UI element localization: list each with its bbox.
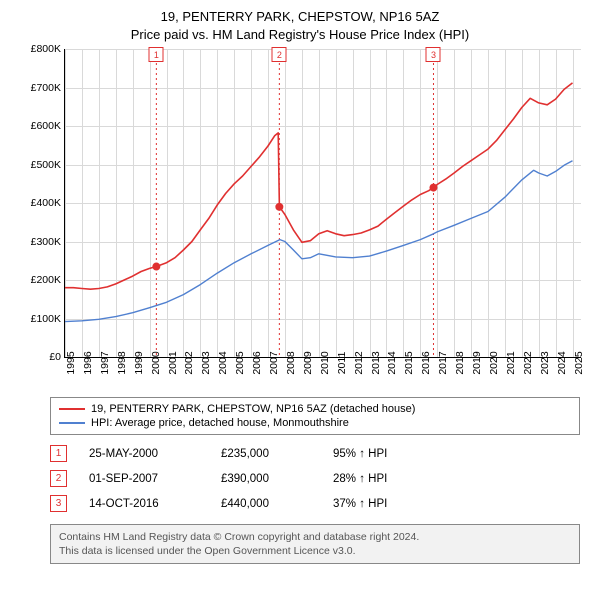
- marker-price: £440,000: [221, 498, 311, 510]
- marker-row: 1 25-MAY-2000 £235,000 95% ↑ HPI: [50, 441, 580, 466]
- chart-title: 19, PENTERRY PARK, CHEPSTOW, NP16 5AZ Pr…: [10, 8, 590, 43]
- plot-area: £0£100K£200K£300K£400K£500K£600K£700K£80…: [64, 49, 581, 358]
- y-tick-label: £0: [49, 351, 61, 363]
- marker-row: 3 14-OCT-2016 £440,000 37% ↑ HPI: [50, 491, 580, 516]
- marker-flag: 2: [272, 47, 287, 62]
- license-line-2: This data is licensed under the Open Gov…: [59, 544, 571, 558]
- license-line-1: Contains HM Land Registry data © Crown c…: [59, 530, 571, 544]
- legend-row: HPI: Average price, detached house, Monm…: [59, 416, 571, 430]
- legend-label: HPI: Average price, detached house, Monm…: [91, 417, 349, 429]
- marker-hpi: 95% ↑ HPI: [333, 448, 433, 460]
- marker-row: 2 01-SEP-2007 £390,000 28% ↑ HPI: [50, 466, 580, 491]
- series-hpi: [65, 161, 573, 322]
- chart-svg: [65, 49, 581, 357]
- marker-badge: 2: [50, 470, 67, 487]
- marker-hpi: 37% ↑ HPI: [333, 498, 433, 510]
- marker-date: 01-SEP-2007: [89, 473, 199, 485]
- y-tick-label: £400K: [31, 197, 61, 209]
- marker-hpi: 28% ↑ HPI: [333, 473, 433, 485]
- title-line-1: 19, PENTERRY PARK, CHEPSTOW, NP16 5AZ: [10, 8, 590, 26]
- legend-row: 19, PENTERRY PARK, CHEPSTOW, NP16 5AZ (d…: [59, 402, 571, 416]
- series-property: [65, 83, 573, 289]
- marker-flag: 3: [426, 47, 441, 62]
- marker-table: 1 25-MAY-2000 £235,000 95% ↑ HPI 2 01-SEP-200…: [50, 441, 580, 516]
- marker-badge: 3: [50, 495, 67, 512]
- marker-date: 25-MAY-2000: [89, 448, 199, 460]
- y-tick-label: £700K: [31, 82, 61, 94]
- y-tick-label: £200K: [31, 274, 61, 286]
- legend-swatch: [59, 422, 85, 424]
- title-line-2: Price paid vs. HM Land Registry's House …: [10, 26, 590, 44]
- y-tick-label: £300K: [31, 236, 61, 248]
- y-tick-label: £500K: [31, 159, 61, 171]
- y-tick-label: £600K: [31, 120, 61, 132]
- marker-price: £390,000: [221, 473, 311, 485]
- marker-date: 14-OCT-2016: [89, 498, 199, 510]
- chart-container: £0£100K£200K£300K£400K£500K£600K£700K£80…: [20, 49, 580, 389]
- marker-flag: 1: [149, 47, 164, 62]
- marker-price: £235,000: [221, 448, 311, 460]
- license-notice: Contains HM Land Registry data © Crown c…: [50, 524, 580, 564]
- y-tick-label: £800K: [31, 43, 61, 55]
- legend: 19, PENTERRY PARK, CHEPSTOW, NP16 5AZ (d…: [50, 397, 580, 435]
- legend-label: 19, PENTERRY PARK, CHEPSTOW, NP16 5AZ (d…: [91, 403, 415, 415]
- legend-swatch: [59, 408, 85, 410]
- y-tick-label: £100K: [31, 313, 61, 325]
- marker-badge: 1: [50, 445, 67, 462]
